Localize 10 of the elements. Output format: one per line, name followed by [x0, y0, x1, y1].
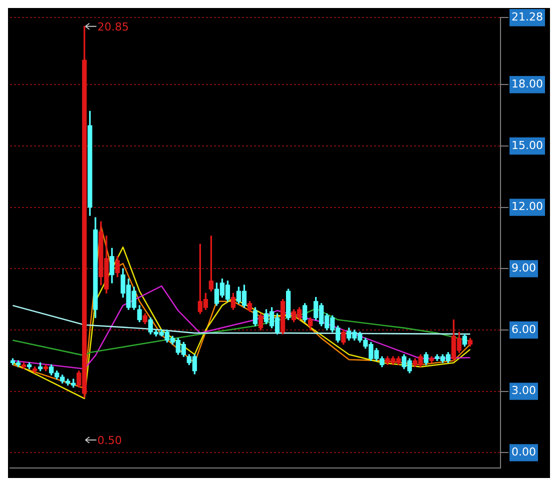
y-tick-label: 18.00 — [512, 78, 544, 91]
annotation: 0.50 — [97, 434, 122, 447]
y-tick-label: 21.28 — [512, 10, 544, 24]
y-tick-label: 12.00 — [512, 200, 544, 214]
y-tick-label: 15.00 — [512, 138, 544, 152]
annotation: 20.85 — [97, 20, 129, 34]
y-tick-label: 9.00 — [512, 262, 536, 275]
y-tick-label: 0.00 — [512, 446, 536, 459]
y-tick-label: 3.00 — [512, 384, 536, 398]
y-tick-label: 6.00 — [512, 322, 536, 336]
